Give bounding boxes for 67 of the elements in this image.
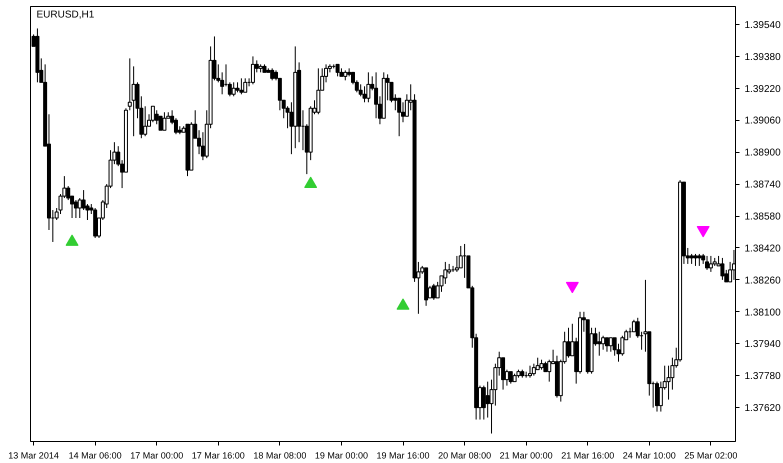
x-tick-label: 17 Mar 16:00 (192, 450, 245, 460)
y-tick-label: 1.38420 (744, 243, 782, 254)
candlestick (270, 68, 274, 81)
candlestick (690, 253, 694, 264)
candlestick (447, 263, 452, 274)
candlestick (443, 261, 448, 284)
candlestick (343, 70, 348, 81)
candlestick (366, 72, 370, 103)
x-tick-label: 13 Mar 2014 (8, 450, 59, 460)
candlestick (604, 337, 609, 352)
chart-title: EURUSD,H1 (36, 10, 95, 20)
point (396, 298, 410, 310)
y-tick-label: 1.39060 (744, 116, 782, 127)
candlestick (486, 381, 490, 418)
candlestick (397, 98, 402, 137)
y-tick-label: 1.39380 (744, 52, 782, 63)
y-tick-label: 1.38580 (744, 212, 782, 223)
candlestick (543, 361, 548, 372)
candlestick (708, 255, 713, 272)
candlestick (720, 257, 724, 280)
candlestick (239, 78, 244, 95)
candlestick (482, 385, 486, 420)
x-tick-label: 21 Mar 16:00 (561, 450, 614, 460)
y-tick-label: 1.38740 (744, 180, 782, 191)
x-tick-label: 14 Mar 06:00 (68, 450, 122, 460)
y-tick-label: 1.37940 (744, 339, 782, 350)
candlestick (693, 253, 698, 266)
candlestick (78, 198, 82, 219)
y-tick-label: 1.38100 (744, 307, 782, 318)
candlestick (697, 253, 702, 266)
point (304, 176, 318, 188)
y-tick-label: 1.37620 (744, 403, 782, 414)
candlestick (143, 106, 148, 137)
x-tick-label: 24 Mar 10:00 (622, 450, 676, 460)
candlestick (540, 359, 544, 370)
x-tick-label: 21 Mar 00:00 (500, 450, 553, 460)
candlestick (162, 112, 166, 131)
candlestick (705, 255, 710, 270)
candlestick (74, 200, 78, 219)
y-tick-label: 1.39220 (744, 84, 782, 95)
candlestick (150, 106, 155, 123)
candlestick (232, 82, 236, 97)
y-tick-label: 1.38260 (744, 275, 782, 286)
candlestick (336, 64, 340, 77)
candlestick (236, 82, 240, 93)
candlestick (454, 255, 459, 272)
x-tick-label: 19 Mar 16:00 (376, 450, 430, 460)
candlestick (654, 381, 659, 412)
x-tick-label: 25 Mar 02:00 (684, 450, 738, 460)
y-tick-label: 1.38900 (744, 148, 782, 159)
candlestick (250, 56, 255, 85)
candlestick (532, 363, 536, 376)
candlestick (566, 327, 570, 358)
candlestick (316, 68, 320, 115)
candlestick (528, 365, 532, 378)
candlestick (243, 78, 248, 93)
point (66, 234, 79, 246)
x-tick-label: 17 Mar 00:00 (130, 450, 184, 460)
x-tick-label: 19 Mar 00:00 (314, 450, 368, 460)
x-tick-label: 18 Mar 08:00 (253, 450, 306, 460)
y-tick-label: 1.39540 (744, 20, 782, 31)
candlestick (547, 359, 552, 382)
candlestick (362, 86, 367, 103)
candlestick (508, 371, 513, 384)
y-tick-label: 1.37780 (744, 371, 782, 382)
candlestick (597, 331, 602, 356)
x-tick-label: 20 Mar 08:00 (438, 450, 492, 460)
